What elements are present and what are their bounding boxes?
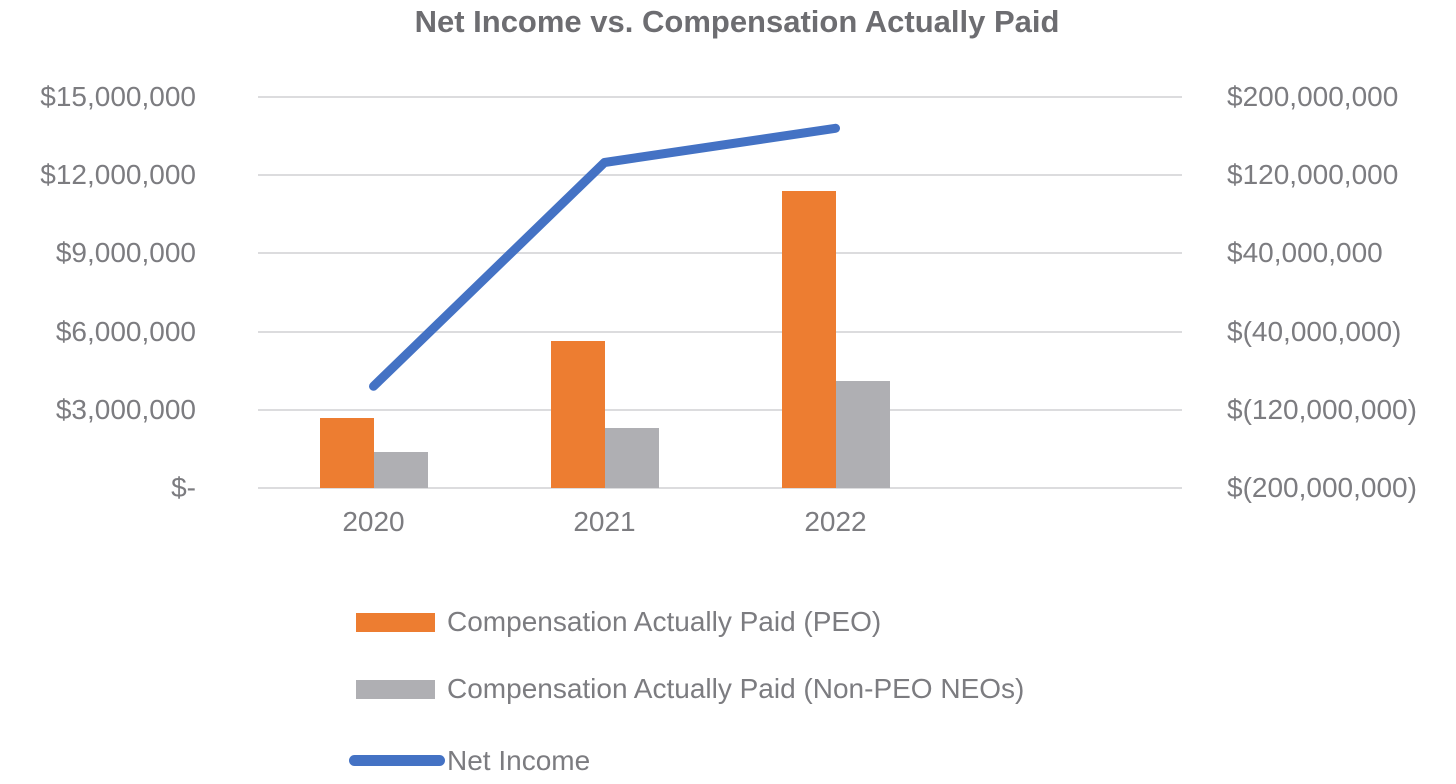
x-axis-label-2022: 2022: [804, 506, 867, 537]
legend-label-non-peo: Compensation Actually Paid (Non-PEO NEOs…: [447, 673, 1025, 704]
gridline: [258, 174, 1182, 176]
chart-title: Net Income vs. Compensation Actually Pai…: [414, 4, 1060, 39]
gridline: [258, 331, 1182, 333]
legend-label-net-income: Net Income: [447, 745, 591, 776]
x-axis-label-2021: 2021: [573, 506, 636, 537]
right-axis-tick-label: $120,000,000: [1227, 159, 1399, 190]
left-axis-tick-label: $15,000,000: [40, 81, 196, 112]
right-axis-tick-label: $(120,000,000): [1227, 394, 1417, 425]
gridline: [258, 252, 1182, 254]
bar-series0-2020: [319, 418, 374, 488]
legend-label-peo: Compensation Actually Paid (PEO): [447, 606, 882, 637]
gridline: [258, 96, 1182, 98]
plot-area: [258, 96, 1182, 489]
left-axis-tick-label: $12,000,000: [40, 159, 196, 190]
bar-series1-2020: [373, 452, 428, 488]
bar-series1-2022: [835, 381, 890, 488]
left-axis-tick-label: $-: [171, 472, 196, 503]
right-axis-tick-label: $(40,000,000): [1227, 316, 1402, 347]
non-peo-bar-swatch: [356, 680, 435, 699]
left-axis-tick-label: $3,000,000: [55, 394, 196, 425]
x-axis-label-2020: 2020: [342, 506, 405, 537]
bar-series0-2021: [550, 341, 605, 488]
peo-bar-swatch: [356, 613, 435, 632]
left-axis-tick-label: $6,000,000: [55, 316, 196, 347]
right-axis-tick-label: $40,000,000: [1227, 237, 1383, 268]
right-axis-tick-label: $(200,000,000): [1227, 472, 1417, 503]
right-axis-tick-label: $200,000,000: [1227, 81, 1399, 112]
bar-series1-2021: [604, 428, 659, 488]
net-income-line-swatch: [349, 755, 445, 766]
gridline: [258, 409, 1182, 411]
bar-series0-2022: [781, 191, 836, 488]
left-axis-tick-label: $9,000,000: [55, 237, 196, 268]
gridline: [258, 487, 1182, 489]
